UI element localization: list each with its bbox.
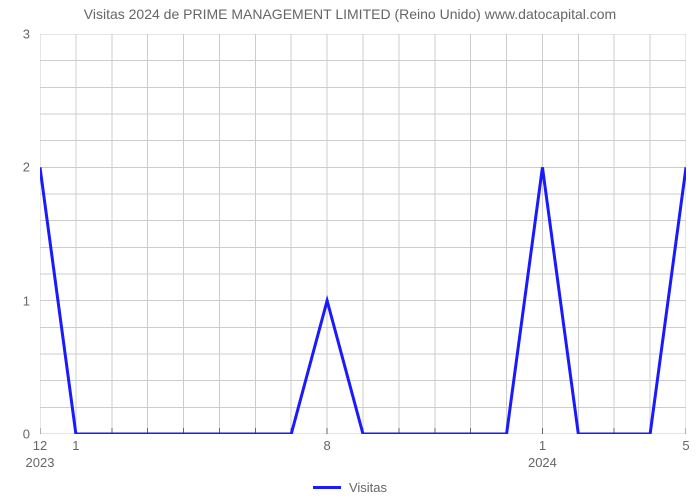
- x-year-label: 2023: [26, 455, 55, 470]
- x-year-label: 2024: [528, 455, 557, 470]
- x-tick-label: 1: [72, 438, 79, 453]
- x-tick-label: 8: [323, 438, 330, 453]
- legend-line-icon: [313, 486, 341, 489]
- x-tick-label: 5: [682, 438, 689, 453]
- x-tick-label: 12: [33, 438, 47, 453]
- chart-container: Visitas 2024 de PRIME MANAGEMENT LIMITED…: [0, 0, 700, 500]
- y-tick-label: 0: [0, 427, 30, 442]
- y-tick-label: 1: [0, 293, 30, 308]
- plot-area: [40, 34, 686, 434]
- x-tick-label: 1: [539, 438, 546, 453]
- chart-title: Visitas 2024 de PRIME MANAGEMENT LIMITED…: [0, 6, 700, 22]
- legend-label: Visitas: [349, 480, 387, 495]
- legend: Visitas: [0, 480, 700, 495]
- y-tick-label: 2: [0, 160, 30, 175]
- y-tick-label: 3: [0, 27, 30, 42]
